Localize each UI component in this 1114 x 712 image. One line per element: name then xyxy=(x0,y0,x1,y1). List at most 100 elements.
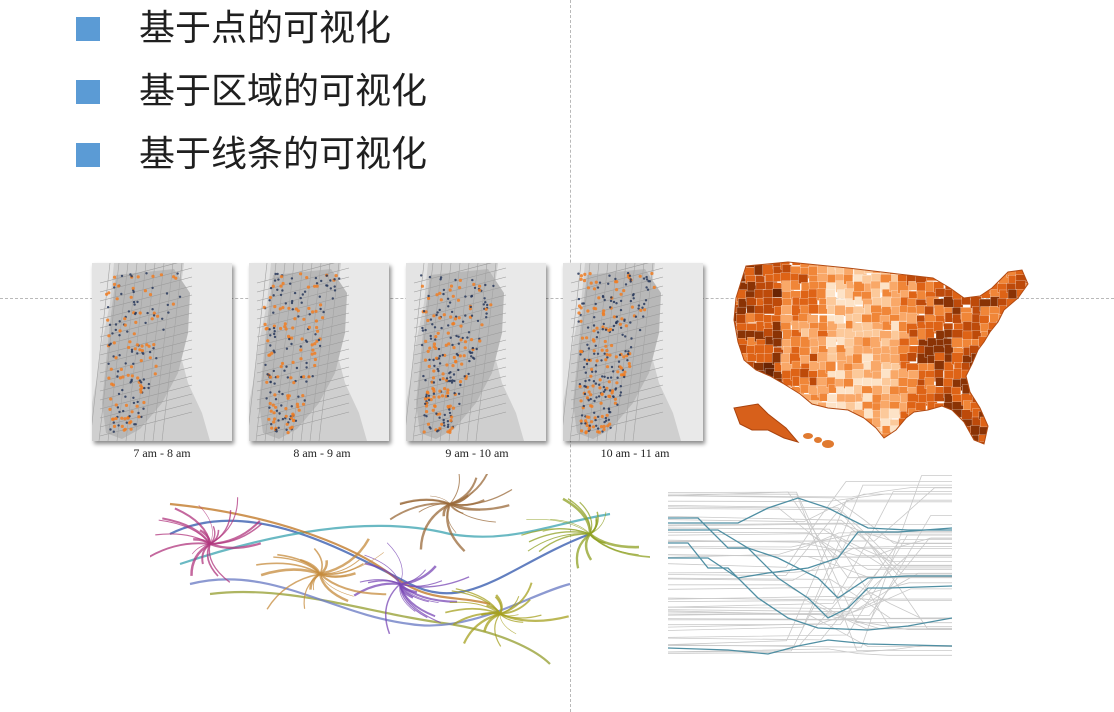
county-cell xyxy=(1017,451,1028,454)
flow-branch-line xyxy=(442,502,451,517)
county-cell xyxy=(790,401,802,413)
background-series-line xyxy=(668,595,952,601)
county-cell xyxy=(781,411,795,423)
background-series-line xyxy=(668,515,952,620)
county-cell xyxy=(754,432,764,441)
county-cell xyxy=(1015,393,1026,402)
flow-branch-line xyxy=(550,518,591,535)
county-cell xyxy=(1014,322,1028,334)
county-cell xyxy=(872,394,882,404)
county-cell xyxy=(1034,434,1038,446)
county-cell xyxy=(962,274,975,287)
county-cell xyxy=(745,433,755,444)
county-cell xyxy=(981,385,992,397)
county-cell xyxy=(990,432,1003,443)
county-cell xyxy=(899,264,913,275)
background-series-line xyxy=(668,584,952,620)
county-cell xyxy=(1007,385,1020,395)
flow-branch-line xyxy=(526,519,591,535)
county-cell xyxy=(1014,347,1025,358)
highlighted-series-line xyxy=(668,517,952,619)
county-cell xyxy=(863,449,875,454)
county-cell xyxy=(987,273,999,283)
flow-trunk-line xyxy=(209,590,551,665)
county-cell xyxy=(979,449,989,454)
county-cell xyxy=(870,336,881,349)
county-cell xyxy=(845,450,856,454)
county-cell xyxy=(999,305,1013,315)
county-cell xyxy=(988,424,1000,437)
county-cell xyxy=(799,449,812,454)
county-cell xyxy=(746,384,760,394)
county-cell xyxy=(790,392,801,404)
county-cell xyxy=(926,426,940,435)
county-cell xyxy=(943,377,953,388)
line-chart-visualization xyxy=(668,475,952,656)
county-cell xyxy=(1026,433,1028,443)
county-cell xyxy=(736,434,749,444)
county-cell xyxy=(1033,410,1038,421)
county-cell xyxy=(744,393,754,403)
background-series-line xyxy=(668,501,952,576)
county-cell xyxy=(988,362,998,375)
county-cell xyxy=(844,435,856,444)
county-cell xyxy=(970,377,981,387)
flow-branch-line xyxy=(364,562,401,585)
county-cell xyxy=(1024,426,1028,437)
county-cell xyxy=(987,400,1000,409)
county-cell xyxy=(1033,346,1038,357)
county-cell xyxy=(997,424,1011,437)
background-series-line xyxy=(668,487,952,498)
background-series-line xyxy=(668,539,952,557)
county-cell xyxy=(952,262,965,266)
flow-branch-line xyxy=(384,583,401,635)
county-cell xyxy=(734,377,739,389)
county-cell xyxy=(791,419,803,429)
county-cell xyxy=(1026,344,1028,356)
county-cell xyxy=(782,450,795,454)
flow-branch-line xyxy=(318,573,349,603)
flow-branch-line xyxy=(499,613,517,635)
county-cell xyxy=(943,432,954,444)
county-cell xyxy=(872,434,882,444)
county-cell xyxy=(871,450,883,454)
county-cell xyxy=(746,370,758,380)
county-cell xyxy=(1023,418,1028,428)
bullet-item-regions: 基于区域的可视化 xyxy=(76,67,427,117)
county-cell xyxy=(1023,306,1028,316)
county-cell xyxy=(906,312,918,324)
county-cell xyxy=(978,369,991,382)
flow-branch-line xyxy=(190,542,211,576)
county-cell xyxy=(1033,339,1038,350)
background-series-line xyxy=(668,484,952,631)
flow-branch-line xyxy=(499,582,533,615)
county-cell xyxy=(809,417,822,428)
county-cell xyxy=(1015,424,1028,436)
county-cell xyxy=(888,262,899,268)
county-cell xyxy=(762,442,774,444)
county-cell xyxy=(933,321,944,332)
highlighted-series-line xyxy=(668,529,952,599)
county-cell xyxy=(734,353,741,364)
county-cell xyxy=(800,442,813,444)
county-cell xyxy=(925,434,939,444)
county-cell xyxy=(989,386,1001,395)
county-cell xyxy=(953,433,965,444)
county-cell xyxy=(1008,443,1022,444)
flow-branch-line xyxy=(589,532,640,549)
county-cell xyxy=(772,395,786,406)
county-cell xyxy=(880,262,893,268)
county-cell xyxy=(734,266,740,279)
county-cell xyxy=(989,408,1000,421)
county-cell xyxy=(936,409,949,419)
flow-map-visualization xyxy=(150,474,650,665)
county-cell xyxy=(862,262,873,270)
county-cell xyxy=(818,410,829,421)
background-series-line xyxy=(668,533,952,562)
county-cell xyxy=(881,451,890,454)
county-cell xyxy=(1024,262,1028,266)
county-cell xyxy=(953,280,965,290)
county-cell xyxy=(834,315,845,324)
county-cell xyxy=(852,369,865,380)
county-cell xyxy=(1016,386,1027,398)
